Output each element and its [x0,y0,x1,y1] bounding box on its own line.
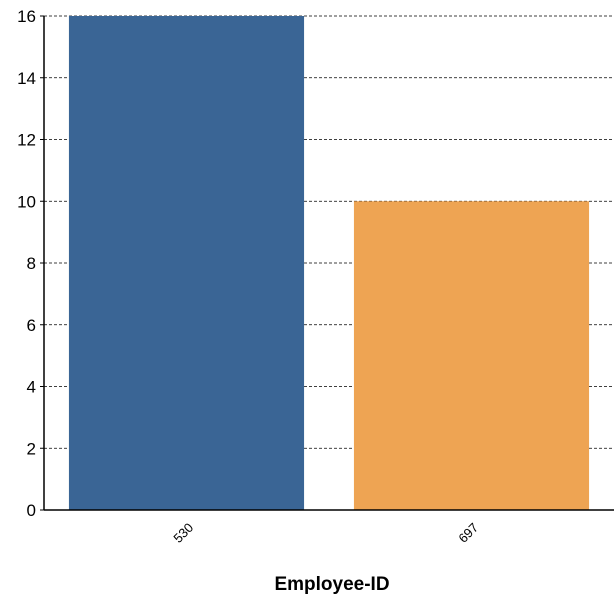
x-tick-labels: 530 697 [170,520,481,546]
y-tick-label: 6 [27,316,36,335]
y-tick-label: 16 [17,7,36,26]
y-tick-label: 4 [27,378,36,397]
y-tick-label: 8 [27,254,36,273]
y-tick-labels: 0 2 4 6 8 10 12 14 16 [17,7,44,520]
bar-697[interactable] [353,201,590,510]
y-tick-label: 2 [27,439,36,458]
y-tick-label: 12 [17,131,36,150]
bars [68,16,590,510]
x-tick-label: 697 [455,520,481,546]
y-tick-label: 0 [27,501,36,520]
bar-530[interactable] [68,16,305,510]
x-tick-label: 530 [170,520,196,546]
y-tick-label: 10 [17,192,36,211]
y-tick-label: 14 [17,69,36,88]
x-axis-title: Employee-ID [274,574,389,595]
